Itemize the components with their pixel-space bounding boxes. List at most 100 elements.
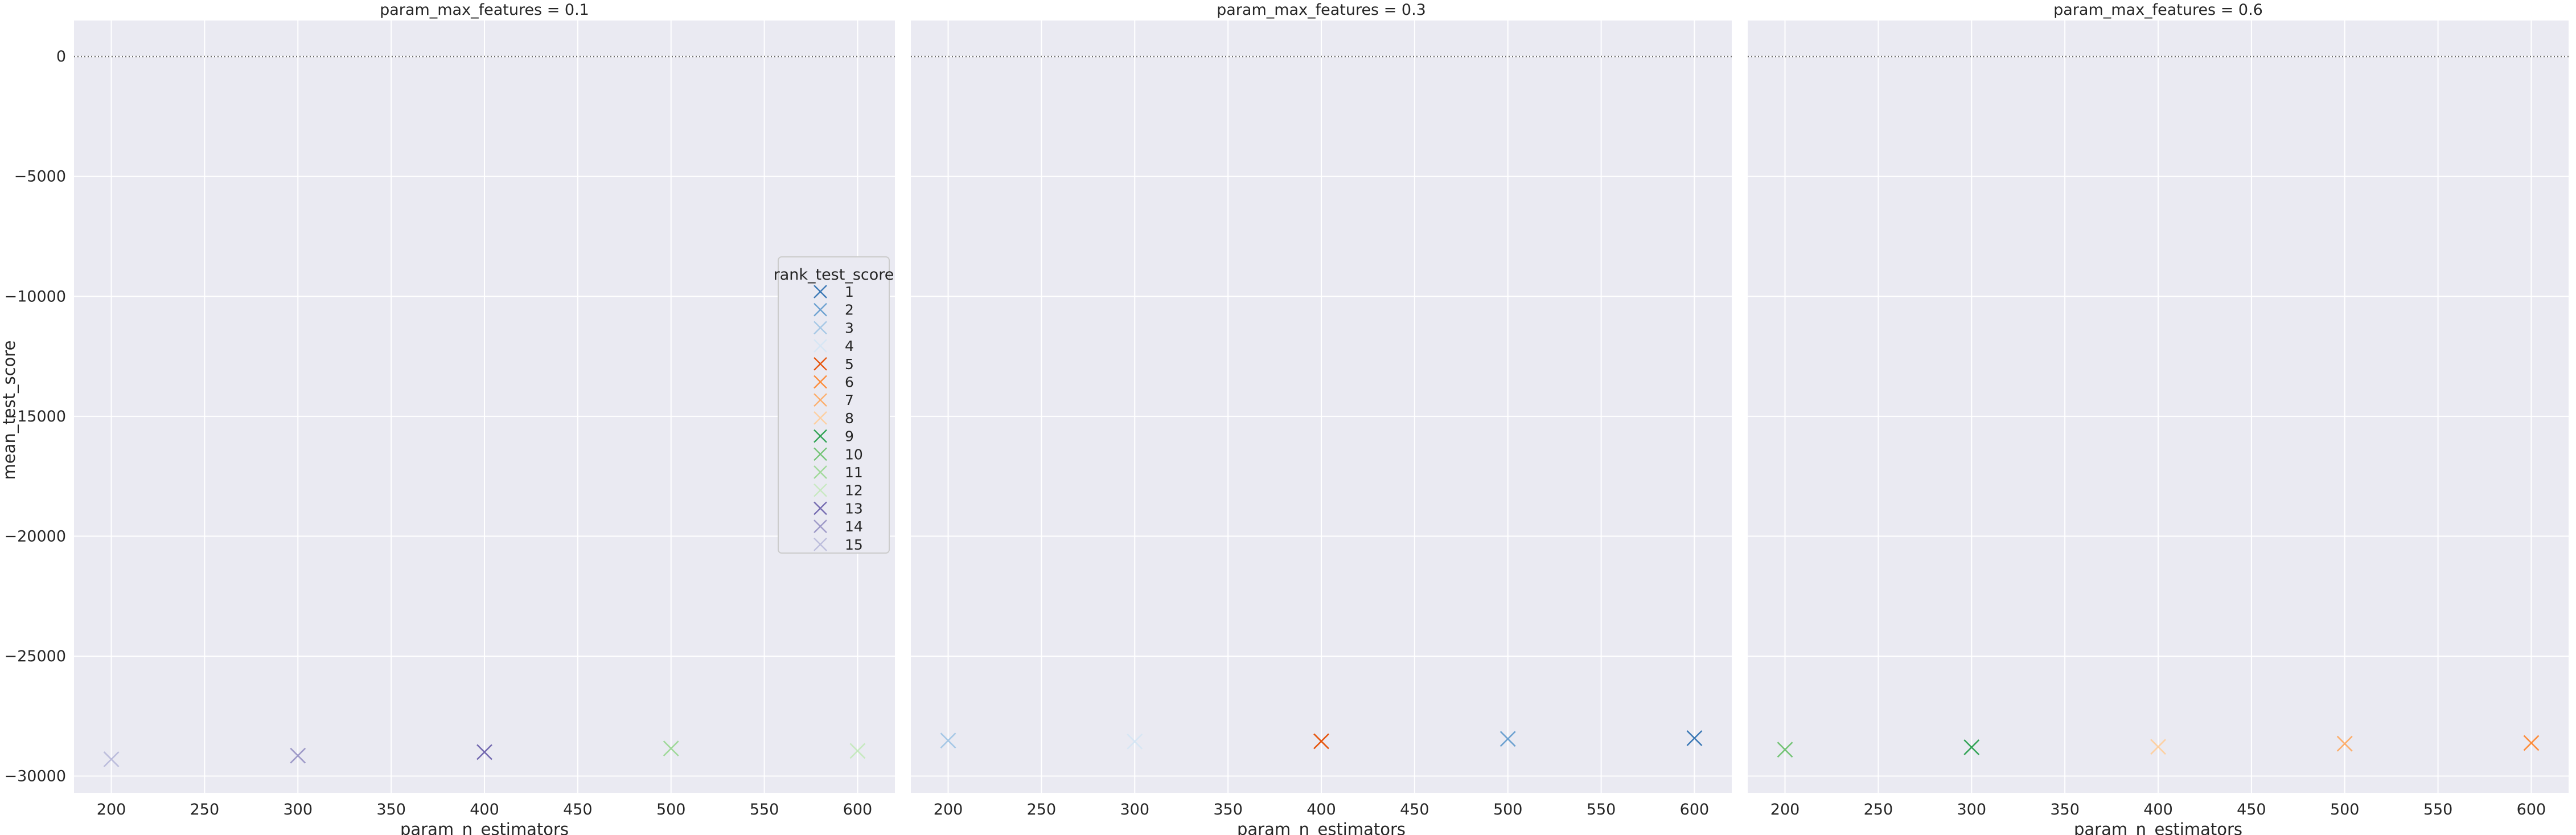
data-point-x-marker	[1499, 731, 1516, 747]
x-tick-label: 350	[2050, 801, 2080, 818]
data-point-x-marker-stroke-b	[103, 751, 120, 767]
legend-marker-stroke-b	[814, 285, 827, 298]
legend-marker-stroke-b	[814, 483, 827, 497]
legend-marker	[814, 537, 827, 551]
legend-marker-stroke-b	[814, 537, 827, 551]
x-tick-label: 400	[2143, 801, 2173, 818]
legend-marker	[814, 429, 827, 443]
legend-entry-label: 4	[845, 338, 854, 354]
legend-entry-label: 7	[845, 392, 854, 408]
legend-marker	[814, 339, 827, 353]
x-tick-label: 550	[1587, 801, 1616, 818]
legend-marker	[814, 411, 827, 425]
x-tick-label: 400	[470, 801, 499, 818]
data-point-x-marker-stroke-b	[849, 743, 866, 759]
y-tick-label: −5000	[14, 168, 66, 186]
legend-marker-stroke-b	[814, 357, 827, 371]
x-tick-label: 500	[2330, 801, 2360, 818]
x-tick-label: 250	[1864, 801, 1893, 818]
x-tick-label: 450	[1400, 801, 1429, 818]
x-tick-label: 600	[1680, 801, 1710, 818]
y-tick-label: −15000	[4, 408, 66, 425]
data-point-x-marker-stroke-b	[1777, 742, 1793, 758]
x-tick-label: 300	[283, 801, 313, 818]
y-tick-label: 0	[56, 48, 66, 66]
legend-marker-stroke-b	[814, 339, 827, 353]
legend-entry-label: 12	[845, 482, 863, 499]
legend-marker	[814, 375, 827, 389]
data-point-x-marker	[1777, 742, 1793, 758]
legend-entry-label: 11	[845, 464, 863, 481]
data-point-x-marker	[103, 751, 120, 767]
legend-entry-label: 5	[845, 356, 854, 373]
legend-marker-stroke-b	[814, 447, 827, 461]
x-tick-label: 350	[376, 801, 406, 818]
data-point-x-marker-stroke-b	[476, 744, 492, 760]
legend-marker-stroke-b	[814, 501, 827, 515]
legend-marker-stroke-b	[814, 411, 827, 425]
y-tick-label: −30000	[4, 768, 66, 785]
legend-title: rank_test_score	[774, 266, 894, 284]
data-point-x-marker	[1686, 730, 1703, 746]
x-tick-label: 300	[1957, 801, 1986, 818]
x-tick-label: 200	[1770, 801, 1800, 818]
legend-entry-label: 9	[845, 428, 854, 445]
data-point-x-marker	[2336, 735, 2353, 752]
x-tick-label: 250	[190, 801, 220, 818]
legend-entry-label: 2	[845, 302, 854, 318]
legend-marker	[814, 465, 827, 479]
y-tick-label: −10000	[4, 288, 66, 305]
legend-entry-label: 14	[845, 518, 863, 535]
x-tick-label: 250	[1027, 801, 1057, 818]
legend-marker-stroke-b	[814, 321, 827, 335]
data-point-x-marker-stroke-b	[1127, 733, 1143, 750]
data-point-x-marker-stroke-b	[290, 747, 306, 764]
facet-panels: 200 250 300 350 400 450 500 550 600 0 −5000 −10000 −…	[4, 1, 2569, 835]
y-tick-label: −25000	[4, 648, 66, 665]
data-point-x-marker	[2150, 739, 2166, 755]
data-point-x-marker	[290, 747, 306, 764]
x-tick-label: 300	[1120, 801, 1149, 818]
legend-marker-stroke-b	[814, 302, 827, 317]
legend-marker	[814, 302, 827, 317]
data-point-x-marker-stroke-b	[663, 740, 679, 757]
data-point-x-marker-stroke-b	[2150, 739, 2166, 755]
data-point-x-marker	[663, 740, 679, 757]
legend-marker-stroke-b	[814, 375, 827, 389]
data-point-x-marker-stroke-b	[1499, 731, 1516, 747]
facet-panel-3: 200 250 300 350 400 450 500 550 600 param_max_fea…	[1748, 1, 2569, 835]
data-point-x-marker	[1127, 733, 1143, 750]
x-tick-label: 550	[2423, 801, 2453, 818]
y-axis-label: mean_test_score	[0, 341, 19, 480]
x-tick-label: 350	[1213, 801, 1243, 818]
x-axis-label: param_n_estimators	[1237, 820, 1406, 835]
legend-entry-label: 10	[845, 446, 863, 462]
x-tick-label: 450	[563, 801, 593, 818]
legend-entry-label: 8	[845, 410, 854, 427]
x-axis-label: param_n_estimators	[2074, 820, 2242, 835]
legend-marker-stroke-b	[814, 393, 827, 407]
legend-marker-stroke-b	[814, 465, 827, 479]
data-point-x-marker	[849, 743, 866, 759]
data-point-x-marker	[940, 732, 956, 749]
y-tick-label: −20000	[4, 527, 66, 545]
data-point-x-marker-stroke-b	[1313, 733, 1329, 750]
facet-title: param_max_features = 0.3	[1217, 1, 1426, 19]
data-point-x-marker-stroke-b	[940, 732, 956, 749]
facet-panel-1: 200 250 300 350 400 450 500 550 600 0 −5000 −10000 −…	[4, 1, 895, 835]
x-tick-label: 600	[2517, 801, 2546, 818]
legend-marker	[814, 393, 827, 407]
data-point-x-marker-stroke-b	[1963, 739, 1980, 755]
legend-entry-label: 3	[845, 320, 854, 336]
data-point-x-marker	[476, 744, 492, 760]
legend-box	[778, 256, 890, 554]
data-point-x-marker-stroke-b	[2523, 735, 2540, 751]
data-point-x-marker	[1313, 733, 1329, 750]
data-point-x-marker-stroke-b	[2336, 735, 2353, 752]
x-tick-label: 500	[1493, 801, 1523, 818]
legend-marker-stroke-b	[814, 429, 827, 443]
data-point-x-marker-stroke-b	[1686, 730, 1703, 746]
legend-marker	[814, 285, 827, 298]
